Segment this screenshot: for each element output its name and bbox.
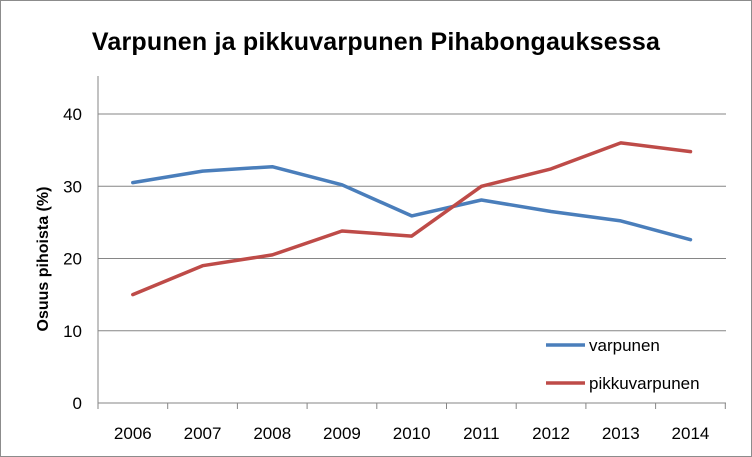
tick-labels: 0 10 20 30 40 2006 2007 2008 2009 2010 2011 2012 201… [63,105,709,443]
x-tick-label: 2012 [532,424,570,443]
series-line-pikkuvarpunen [131,141,693,297]
legend-label-varpunen: varpunen [589,336,660,355]
x-tick-label: 2010 [393,424,431,443]
y-tick-label: 20 [63,250,82,269]
axes [97,76,726,409]
y-axis-label: Osuus pihoista (%) [35,187,52,332]
series-line-varpunen [131,164,693,242]
legend-label-pikkuvarpunen: pikkuvarpunen [589,374,700,393]
y-tick-label: 0 [73,394,82,413]
x-tick-label: 2007 [184,424,222,443]
gridlines [98,113,726,332]
y-tick-label: 10 [63,322,82,341]
x-tick-label: 2006 [114,424,152,443]
x-tick-label: 2009 [323,424,361,443]
chart-title: Varpunen ja pikkuvarpunen Pihabongaukses… [91,28,661,56]
y-tick-label: 30 [63,177,82,196]
x-tick-label: 2013 [602,424,640,443]
legend: varpunen pikkuvarpunen [546,336,700,393]
x-tick-label: 2014 [672,424,710,443]
x-tick-label: 2011 [463,424,500,443]
series-lines [131,141,693,297]
y-tick-label: 40 [63,105,82,124]
x-tick-label: 2008 [253,424,291,443]
